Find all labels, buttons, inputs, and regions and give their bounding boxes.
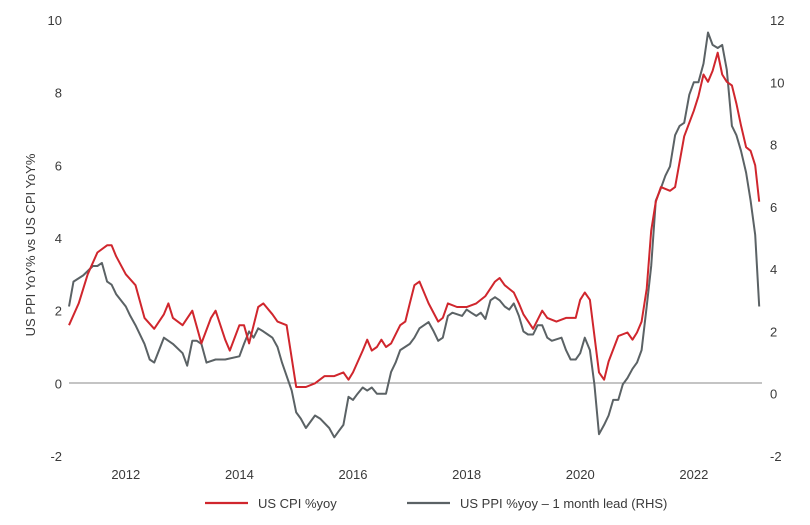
right-tick-label: 6: [770, 200, 777, 215]
left-tick-label: 4: [55, 231, 62, 246]
x-axis-ticks: 2012 2014 2016 2018 2020 2022: [111, 467, 708, 482]
x-tick-label: 2018: [452, 467, 481, 482]
x-tick-label: 2016: [339, 467, 368, 482]
ppi-series-line: [68, 31, 761, 439]
right-y-axis-ticks: -2 0 2 4 6 8 10 12: [770, 13, 784, 464]
right-tick-label: 10: [770, 75, 784, 90]
right-tick-label: 12: [770, 13, 784, 28]
cpi-series-line: [68, 51, 761, 388]
left-tick-label: 6: [55, 158, 62, 173]
right-tick-label: -2: [770, 449, 782, 464]
left-y-axis-ticks: -2 0 2 4 6 8 10: [48, 13, 62, 464]
x-tick-label: 2020: [566, 467, 595, 482]
legend: US CPI %yoy US PPI %yoy – 1 month lead (…: [205, 496, 667, 511]
right-tick-label: 2: [770, 324, 777, 339]
x-tick-label: 2014: [225, 467, 254, 482]
right-tick-label: 0: [770, 387, 777, 402]
legend-label-us-cpi: US CPI %yoy: [258, 496, 337, 511]
right-tick-label: 4: [770, 262, 777, 277]
legend-label-us-ppi: US PPI %yoy – 1 month lead (RHS): [460, 496, 667, 511]
x-tick-label: 2012: [111, 467, 140, 482]
right-tick-label: 8: [770, 138, 777, 153]
y-axis-title: US PPI YoY% vs US CPI YoY%: [23, 153, 38, 336]
series-layer: [68, 31, 761, 439]
x-tick-label: 2022: [679, 467, 708, 482]
left-tick-label: 10: [48, 13, 62, 28]
left-tick-label: 2: [55, 304, 62, 319]
left-tick-label: 0: [55, 376, 62, 391]
left-tick-label: 8: [55, 86, 62, 101]
left-tick-label: -2: [50, 449, 62, 464]
